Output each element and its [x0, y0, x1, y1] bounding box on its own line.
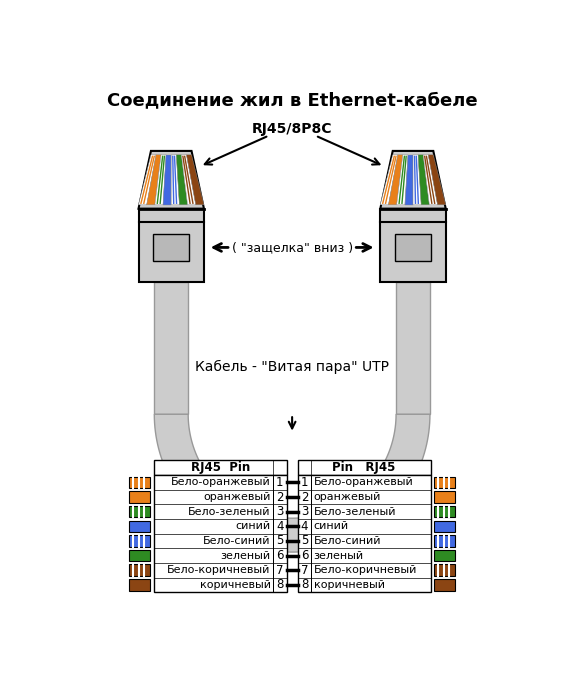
Bar	[380, 209, 446, 282]
Polygon shape	[413, 155, 421, 205]
Bar	[434, 550, 455, 561]
Text: 2: 2	[301, 491, 308, 504]
Bar	[298, 460, 431, 475]
Polygon shape	[163, 155, 171, 205]
Bar	[434, 491, 455, 503]
Polygon shape	[186, 155, 204, 205]
Bar	[434, 506, 455, 518]
Text: 2: 2	[276, 491, 283, 504]
Bar	[434, 579, 455, 590]
Text: коричневый: коричневый	[200, 580, 271, 590]
Text: Бело-зеленый: Бело-зеленый	[314, 507, 396, 517]
Bar	[129, 564, 150, 576]
Bar	[129, 491, 150, 503]
Text: 7: 7	[301, 563, 308, 577]
Polygon shape	[428, 155, 446, 205]
Polygon shape	[389, 155, 403, 205]
Text: Pin   RJ45: Pin RJ45	[332, 462, 396, 474]
Bar	[395, 234, 431, 261]
Polygon shape	[139, 155, 156, 205]
Text: 1: 1	[276, 476, 283, 489]
Text: Кабель - "Витая пара" UTP: Кабель - "Витая пара" UTP	[195, 360, 389, 374]
Text: Бело-коричневый: Бело-коричневый	[167, 565, 271, 575]
Bar	[434, 520, 455, 532]
Polygon shape	[155, 155, 166, 205]
Text: Соединение жил в Ethernet-кабеле: Соединение жил в Ethernet-кабеле	[107, 91, 478, 109]
Bar	[129, 506, 150, 518]
Text: Бело-оранжевый: Бело-оранжевый	[314, 477, 413, 487]
Text: 1: 1	[301, 476, 308, 489]
Text: 3: 3	[301, 505, 308, 518]
Text: оранжевый: оранжевый	[314, 492, 381, 502]
Polygon shape	[171, 155, 180, 205]
Text: 4: 4	[276, 520, 283, 533]
Text: синий: синий	[235, 521, 271, 532]
Text: Бело-синий: Бело-синий	[203, 536, 271, 546]
Polygon shape	[418, 155, 429, 205]
Text: Бело-оранжевый: Бело-оранжевый	[171, 477, 271, 487]
Bar	[434, 564, 455, 576]
Text: 3: 3	[276, 505, 283, 518]
Bar	[129, 579, 150, 590]
Polygon shape	[181, 155, 196, 205]
Text: Бело-зеленый: Бело-зеленый	[188, 507, 271, 517]
Text: 4: 4	[301, 520, 308, 533]
Polygon shape	[397, 155, 408, 205]
Text: оранжевый: оранжевый	[203, 492, 271, 502]
Polygon shape	[423, 155, 438, 205]
Text: 7: 7	[276, 563, 283, 577]
Bar	[129, 550, 150, 561]
Bar	[434, 535, 455, 547]
Text: Бело-коричневый: Бело-коричневый	[314, 565, 417, 575]
Bar	[153, 460, 287, 475]
Text: ( "защелка" вниз ): ( "защелка" вниз )	[231, 241, 353, 254]
Text: зеленый: зеленый	[221, 550, 271, 561]
Polygon shape	[146, 155, 161, 205]
Bar	[129, 477, 150, 488]
Polygon shape	[154, 414, 430, 552]
Text: 5: 5	[301, 534, 308, 547]
Polygon shape	[380, 155, 398, 205]
Text: Бело-синий: Бело-синий	[314, 536, 381, 546]
Polygon shape	[176, 155, 188, 205]
Text: RJ45  Pin: RJ45 Pin	[190, 462, 250, 474]
Bar	[298, 475, 431, 592]
Bar	[396, 282, 430, 414]
Bar	[434, 477, 455, 488]
Text: 5: 5	[276, 534, 283, 547]
Text: 6: 6	[301, 549, 308, 562]
Bar	[153, 475, 287, 592]
Text: синий: синий	[314, 521, 349, 532]
Text: 6: 6	[276, 549, 283, 562]
Bar	[139, 209, 204, 282]
Bar	[154, 282, 188, 414]
Text: RJ45/8P8C: RJ45/8P8C	[252, 123, 332, 137]
Text: коричневый: коричневый	[314, 580, 385, 590]
Polygon shape	[139, 151, 204, 209]
Polygon shape	[380, 151, 446, 209]
Text: 8: 8	[276, 579, 283, 591]
Text: 8: 8	[301, 579, 308, 591]
Polygon shape	[405, 155, 413, 205]
Text: зеленый: зеленый	[314, 550, 364, 561]
Bar	[153, 234, 189, 261]
Bar	[129, 520, 150, 532]
Bar	[129, 535, 150, 547]
